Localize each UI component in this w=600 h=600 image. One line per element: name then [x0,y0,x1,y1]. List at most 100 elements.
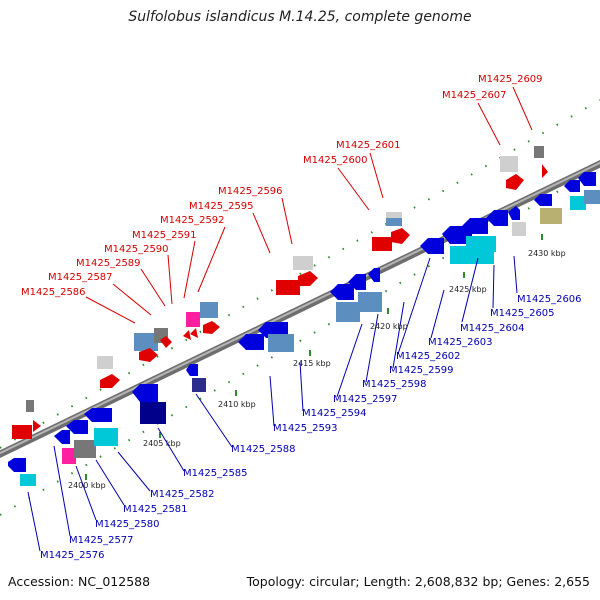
gene-arrow [534,194,552,206]
gene-label: M1425_2589 [76,258,141,269]
leader-line [157,427,185,472]
gene-label: M1425_2607 [442,90,507,101]
gene-block [186,312,200,327]
reverse-label-text: M1425_2606 M1425_2605 M1425_2604 M1425_2… [40,294,582,561]
reverse-genes [8,172,600,486]
gene-arrow [298,271,318,286]
ruler-label-2410: 2410 kbp [218,400,256,409]
gene-arrow [84,408,112,422]
gene-label: M1425_2602 [396,351,461,362]
gene-label: M1425_2590 [104,244,169,255]
gene-arrow [348,274,366,290]
leader-line [492,264,495,309]
gene-block [336,302,360,322]
reverse-labels [27,255,518,552]
gene-block [293,256,313,270]
leader-line [336,323,363,398]
gene-arrow [54,430,70,444]
gene-block [192,378,206,392]
leader-line [75,465,97,521]
gene-block [276,280,300,295]
leader-line [140,268,166,307]
forward-labels [85,86,533,324]
leader-line [430,289,445,339]
gene-label: M1425_2591 [132,230,197,241]
gene-arrow [190,328,198,338]
gene-block [74,440,96,458]
gene-arrow [132,384,158,402]
leader-line [112,283,152,316]
gene-arrow [186,364,198,376]
gene-label: M1425_2586 [21,287,86,298]
leader-line [269,375,275,427]
gene-arrow [442,226,472,244]
leader-line [477,102,501,146]
leader-line [183,240,196,299]
ruler-label-2400: 2400 kbp [68,481,106,490]
leader-line [95,459,125,506]
gene-block [358,292,382,312]
gene-label: M1425_2598 [362,379,427,390]
gene-label: M1425_2609 [478,74,543,85]
gene-arrow [183,330,191,340]
gene-arrow [368,268,380,282]
gene-arrow [330,284,354,300]
map-title: Sulfolobus islandicus M.14.25, complete … [128,9,472,25]
gene-arrow [578,172,596,186]
leader-line [337,167,370,211]
leader-line [369,152,384,199]
gene-label: M1425_2595 [189,201,254,212]
gene-label: M1425_2601 [336,140,401,151]
leader-line [392,301,405,369]
gene-arrow [8,458,26,472]
gene-label: M1425_2577 [69,535,134,546]
gene-block [372,237,392,251]
gene-block [62,448,76,464]
leader-line [512,86,533,131]
ruler-label-2430: 2430 kbp [528,249,566,258]
forward-genes [12,146,548,439]
gene-arrow [506,174,524,190]
gene-label: M1425_2603 [428,337,493,348]
gene-label: M1425_2605 [490,308,555,319]
gene-block [12,425,32,439]
gene-label: M1425_2593 [273,423,338,434]
gene-block [540,208,562,224]
gene-arrow [486,210,508,226]
gene-arrow [160,336,172,348]
gene-label: M1425_2594 [302,408,367,419]
gene-arrow [420,238,444,254]
accession-text: Accession: NC_012588 [8,574,151,589]
gene-arrow [203,321,220,334]
gene-arrow [139,348,158,362]
gene-label: M1425_2587 [48,272,113,283]
leader-line [461,257,479,323]
gene-label: M1425_2588 [231,444,296,455]
leader-line [513,255,518,294]
leader-line [397,257,431,355]
gene-block [268,334,294,352]
gene-block [570,196,586,210]
leader-line [27,491,41,552]
gene-block [512,222,526,236]
gene-block [97,356,113,369]
gene-arrow [238,334,264,350]
outer-bottom-guide [0,166,600,516]
gene-block [26,400,34,412]
leader-line [117,451,151,492]
gene-block [134,333,158,351]
gene-label: M1425_2596 [218,186,283,197]
gene-arrow [100,374,120,388]
gene-block [386,212,402,218]
gene-label: M1425_2597 [333,394,398,405]
ruler: 2400 kbp 2405 kbp 2410 kbp 2415 kbp 2420… [68,234,566,490]
gene-label: M1425_2599 [389,365,454,376]
leader-line [167,254,173,305]
gene-arrow [508,206,520,220]
leader-line [281,197,293,245]
gene-label: M1425_2592 [160,215,225,226]
gene-arrow [542,164,548,178]
ruler-label-2425: 2425 kbp [449,285,487,294]
